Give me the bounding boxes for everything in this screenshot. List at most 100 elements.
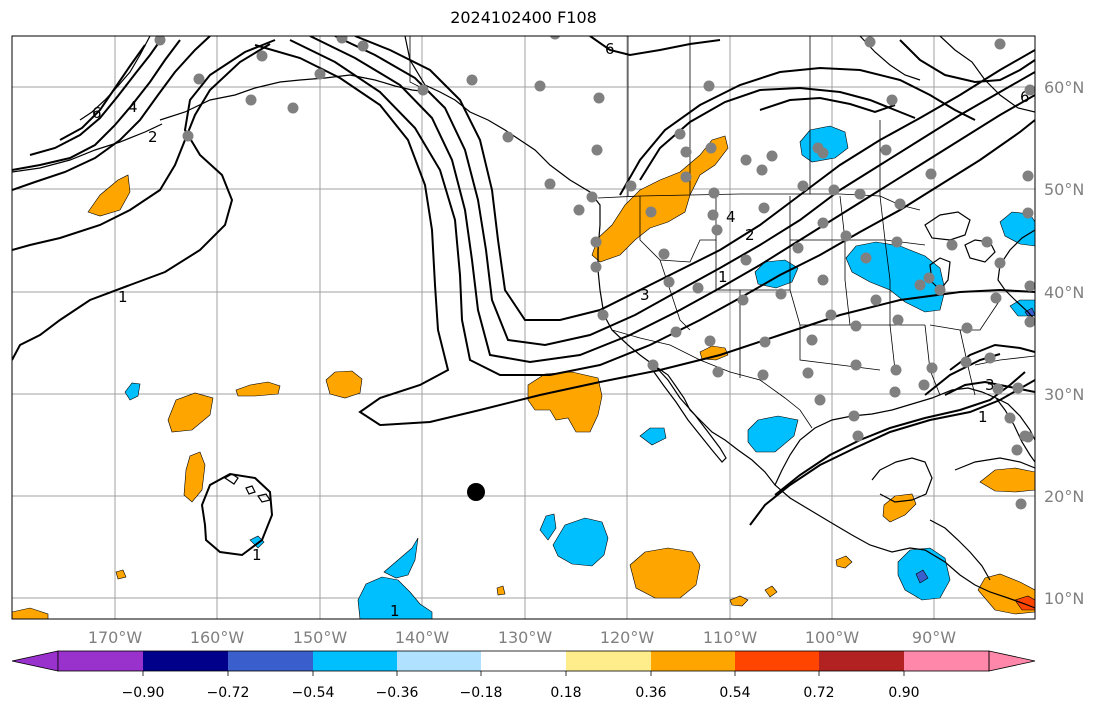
station-dot — [593, 92, 605, 104]
contour-label: 6 — [92, 104, 102, 122]
contour-label: 3 — [640, 286, 650, 304]
lon-label: 110°W — [703, 628, 758, 647]
station-dot — [502, 131, 514, 143]
contour-labels: 6 4 2 6 1 3 4 2 1 1 1 3 1 6 — [92, 40, 1030, 620]
station-dot — [674, 128, 686, 140]
colorbar-segment — [58, 651, 143, 671]
negative-anomaly-patch — [799, 125, 849, 163]
station-dot — [245, 94, 257, 106]
station-dot — [850, 320, 862, 332]
colorbar-label: −0.54 — [292, 685, 335, 701]
station-dot — [740, 254, 752, 266]
station-dot — [860, 252, 872, 264]
contour-label: 1 — [718, 268, 728, 286]
station-dot — [923, 272, 935, 284]
station-dot — [680, 171, 692, 183]
colorbar-segment — [481, 651, 566, 671]
station-dot — [466, 74, 478, 86]
station-dot — [984, 352, 996, 364]
station-dot — [1012, 382, 1024, 394]
station-dot — [544, 178, 556, 190]
station-dot — [840, 230, 852, 242]
station-dot — [591, 144, 603, 156]
station-dot — [802, 367, 814, 379]
colorbar-label: 0.54 — [719, 685, 750, 701]
station-dot — [1024, 280, 1035, 292]
colorbar-segment — [651, 651, 735, 671]
map-title: 2024102400 F108 — [450, 8, 597, 27]
negative-anomaly-patch — [124, 382, 141, 401]
positive-anomaly-patch — [527, 371, 603, 433]
colorbar-label: −0.18 — [460, 685, 503, 701]
positive-anomaly-patch — [496, 585, 506, 596]
station-dot — [1024, 84, 1035, 96]
positive-anomaly-patch — [183, 451, 206, 503]
station-dot — [850, 359, 862, 371]
station-dot — [961, 322, 973, 334]
station-dot — [848, 410, 860, 422]
positive-anomaly-patch — [115, 569, 127, 580]
station-dot — [704, 335, 716, 347]
contour-label: 1 — [118, 288, 128, 306]
station-dot — [1022, 207, 1034, 219]
contour-label: 2 — [148, 128, 158, 146]
station-dot — [705, 142, 717, 154]
station-dot — [586, 191, 598, 203]
station-dot — [854, 188, 866, 200]
positive-anomaly-patch — [87, 174, 131, 217]
map-frame — [11, 35, 1036, 620]
station-dot — [154, 36, 166, 46]
station-dot — [703, 80, 715, 92]
station-dot — [573, 204, 585, 216]
colorbar: −0.90 −0.72 −0.54 −0.36 −0.18 0.18 0.36 … — [11, 650, 1036, 701]
station-dot — [740, 154, 752, 166]
colorbar-label: 0.18 — [550, 685, 581, 701]
colorbar-label: 0.36 — [635, 685, 666, 701]
station-dot — [825, 309, 837, 321]
lon-label: 130°W — [498, 628, 553, 647]
colorbar-segment — [228, 651, 313, 671]
station-dot — [960, 356, 972, 368]
lat-label: 30°N — [1044, 385, 1084, 404]
station-dot — [590, 261, 602, 273]
positive-anomaly-patch — [629, 547, 701, 599]
station-dot — [314, 68, 326, 80]
station-dot — [864, 36, 876, 48]
colorbar-segment — [397, 651, 481, 671]
colorbar-label: 0.72 — [803, 685, 834, 701]
contour-label: 1 — [390, 602, 400, 620]
station-dot — [256, 50, 268, 62]
contour-label: 6 — [605, 40, 615, 58]
station-dot — [891, 236, 903, 248]
colorbar-label: −0.36 — [376, 685, 419, 701]
lon-label: 160°W — [190, 628, 245, 647]
station-dot — [590, 236, 602, 248]
station-dot — [890, 364, 902, 376]
station-dot — [870, 294, 882, 306]
colorbar-min-extension — [11, 650, 59, 672]
colorbar-label: −0.90 — [122, 685, 165, 701]
negative-anomaly-patch — [383, 537, 419, 579]
positive-anomaly-patch — [167, 392, 214, 433]
station-dot — [852, 430, 864, 442]
strong-negative-anomaly-patch — [915, 569, 929, 584]
station-dot — [806, 334, 818, 346]
station-dot — [1015, 498, 1027, 510]
contour-label: 1 — [252, 546, 262, 564]
station-dot — [894, 198, 906, 210]
station-dot — [926, 362, 938, 374]
station-dot — [757, 369, 769, 381]
station-dot — [708, 187, 720, 199]
station-dot — [981, 236, 993, 248]
anomaly-fills — [12, 125, 1035, 619]
contour-label: 3 — [985, 376, 995, 394]
graticule — [12, 36, 1035, 619]
station-dot — [357, 40, 369, 52]
station-dot — [994, 257, 1006, 269]
station-dot — [775, 288, 787, 300]
station-dot — [670, 326, 682, 338]
colorbar-segment — [819, 651, 904, 671]
station-dot — [737, 294, 749, 306]
station-dot — [918, 379, 930, 391]
